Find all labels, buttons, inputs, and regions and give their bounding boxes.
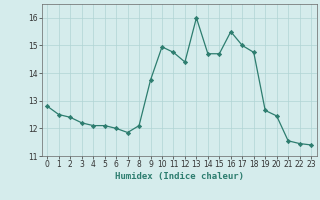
X-axis label: Humidex (Indice chaleur): Humidex (Indice chaleur) <box>115 172 244 181</box>
